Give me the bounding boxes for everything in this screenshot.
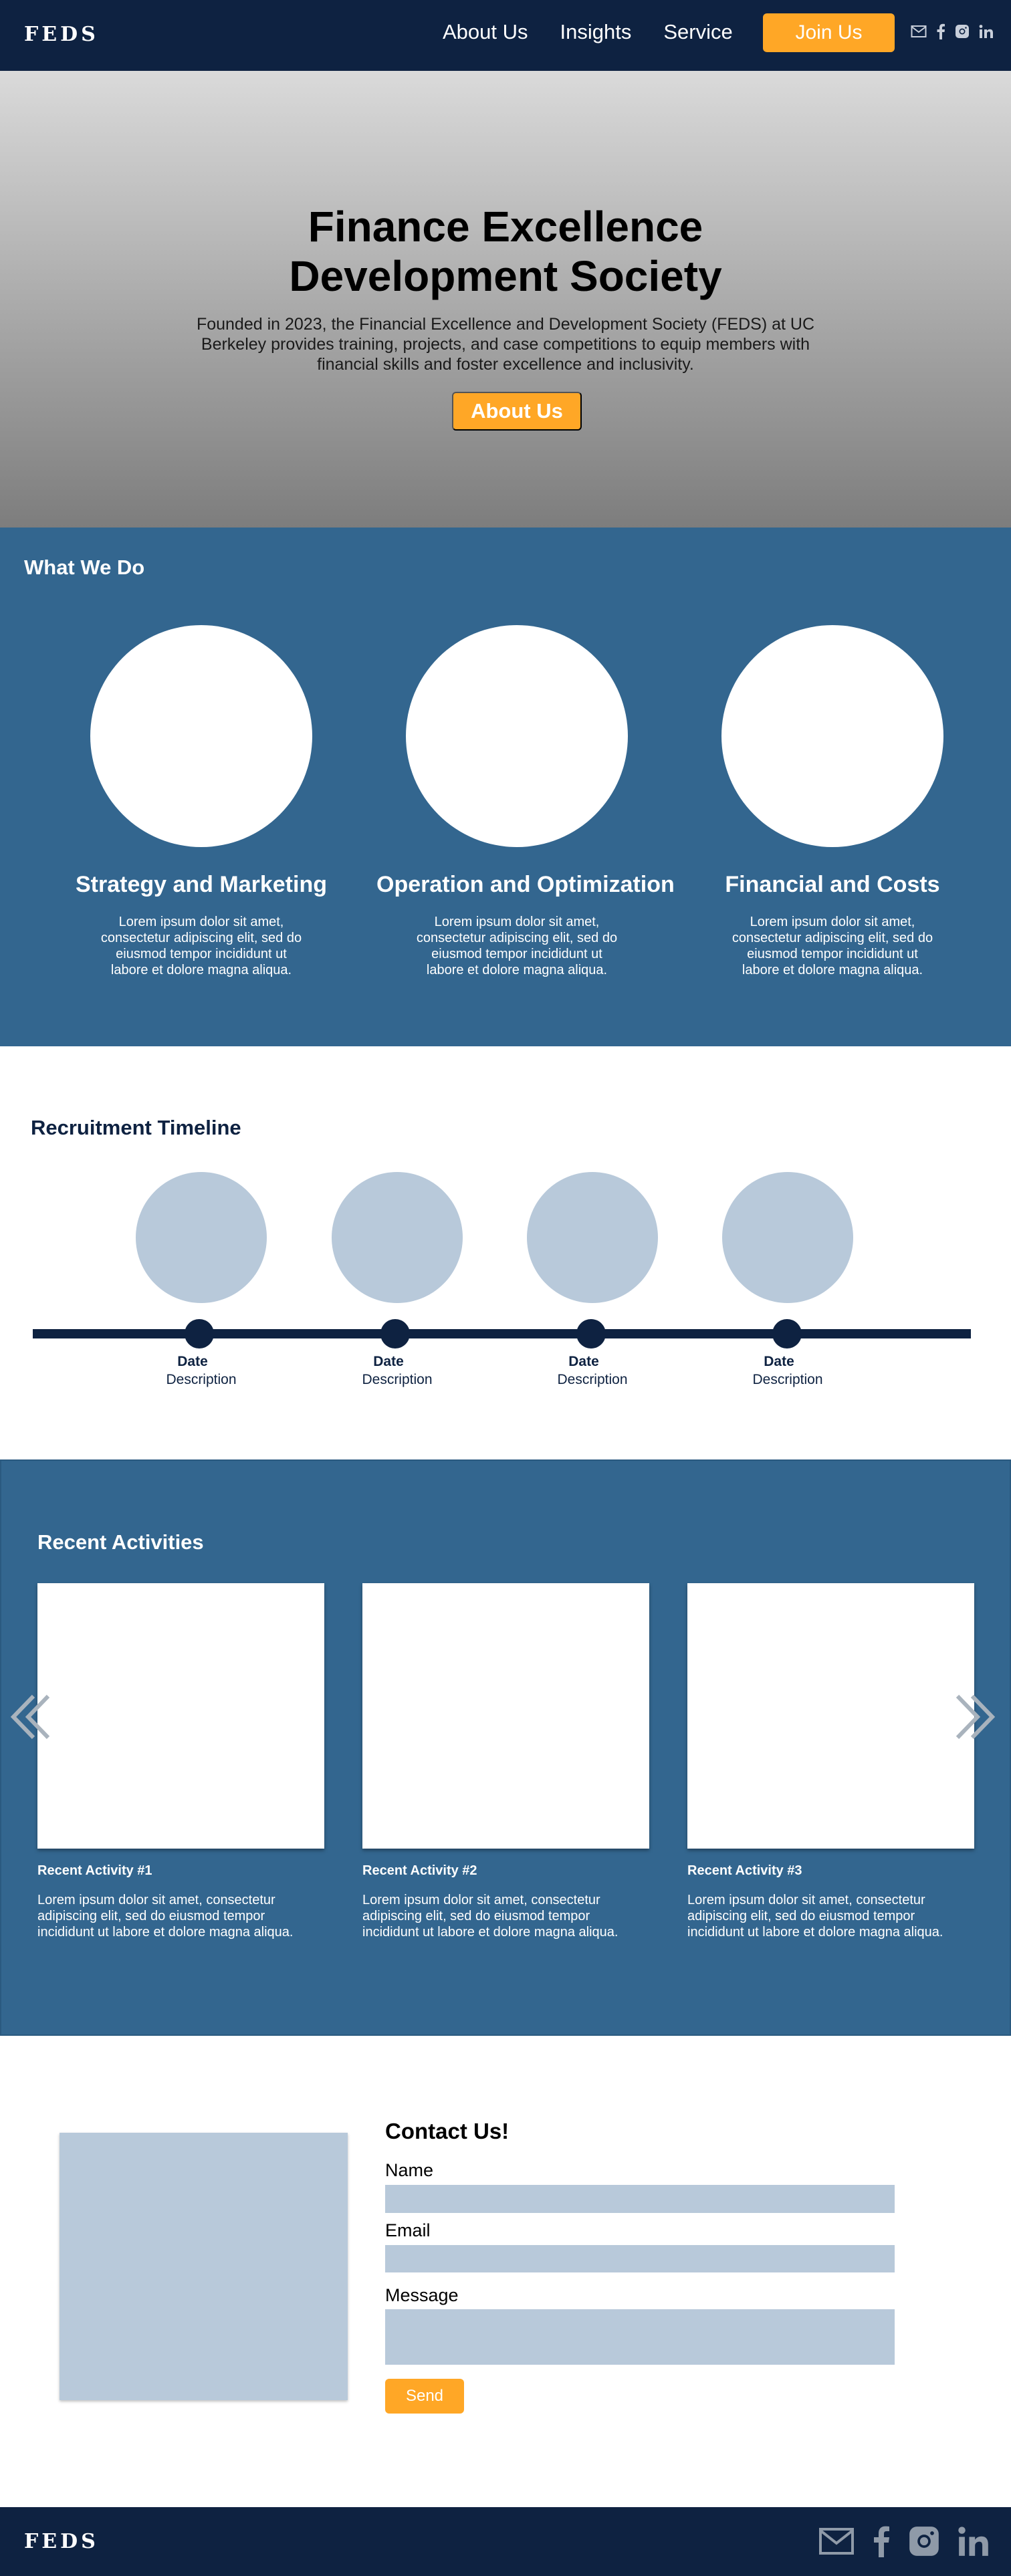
activity-card[interactable]: Recent Activity #3 Lorem ipsum dolor sit… bbox=[687, 1583, 976, 1940]
instagram-icon[interactable] bbox=[955, 24, 970, 39]
activity-card[interactable]: Recent Activity #2 Lorem ipsum dolor sit… bbox=[362, 1583, 651, 1940]
name-label: Name bbox=[385, 2160, 434, 2180]
timeline-dot bbox=[185, 1319, 214, 1349]
recent-activities-section: Recent Activities Recent Activity #1 Lor… bbox=[0, 1459, 1011, 2036]
timeline-date: Date bbox=[177, 1354, 208, 1369]
activity-text: Lorem ipsum dolor sit amet, consectetur … bbox=[362, 1893, 619, 1940]
timeline-image bbox=[721, 1172, 855, 1303]
recent-activities-title: Recent Activities bbox=[37, 1530, 204, 1554]
timeline-description: Description bbox=[166, 1372, 237, 1387]
timeline-description: Description bbox=[752, 1372, 823, 1387]
activity-title: Recent Activity #1 bbox=[37, 1863, 152, 1878]
service-text: Lorem ipsum dolor sit amet, consectetur … bbox=[100, 915, 302, 977]
service-image bbox=[721, 625, 943, 847]
timeline-date: Date bbox=[568, 1354, 599, 1369]
what-we-do-title: What We Do bbox=[24, 556, 145, 579]
timeline-dot bbox=[772, 1319, 802, 1349]
activity-title: Recent Activity #3 bbox=[687, 1863, 802, 1878]
join-us-button[interactable]: Join Us bbox=[763, 13, 895, 52]
carousel-next-arrow-icon[interactable] bbox=[953, 1693, 996, 1740]
service-title: Operation and Optimization bbox=[376, 872, 675, 897]
facebook-icon[interactable] bbox=[872, 2525, 891, 2558]
mail-icon[interactable] bbox=[911, 25, 927, 38]
carousel-prev-arrow-icon[interactable] bbox=[9, 1693, 52, 1740]
activity-image bbox=[687, 1583, 974, 1849]
hero-title: Finance Excellence Development Society bbox=[0, 202, 1011, 301]
hero-title-line-1: Finance Excellence bbox=[308, 203, 703, 251]
service-title: Strategy and Marketing bbox=[76, 872, 327, 897]
activity-title: Recent Activity #2 bbox=[362, 1863, 477, 1878]
what-we-do-section: What We Do Strategy and Marketing Lorem … bbox=[0, 528, 1011, 1046]
activity-text: Lorem ipsum dolor sit amet, consectetur … bbox=[37, 1893, 294, 1940]
timeline-bar bbox=[33, 1329, 971, 1338]
activity-image bbox=[37, 1583, 324, 1849]
nav-links: About Us Insights Service bbox=[443, 19, 733, 45]
activity-text: Lorem ipsum dolor sit amet, consectetur … bbox=[687, 1893, 943, 1940]
email-label: Email bbox=[385, 2220, 431, 2240]
hero-description: Founded in 2023, the Financial Excellenc… bbox=[196, 315, 815, 374]
service-card: Financial and Costs Lorem ipsum dolor si… bbox=[692, 625, 973, 978]
timeline-dot bbox=[576, 1319, 606, 1349]
top-nav: FEDS About Us Insights Service Join Us bbox=[0, 0, 1011, 71]
timeline-description: Description bbox=[362, 1372, 433, 1387]
logo[interactable]: FEDS bbox=[24, 23, 99, 46]
timeline-title: Recruitment Timeline bbox=[31, 1116, 241, 1139]
service-title: Financial and Costs bbox=[725, 872, 940, 897]
mail-icon[interactable] bbox=[818, 2527, 855, 2556]
service-card: Strategy and Marketing Lorem ipsum dolor… bbox=[61, 625, 342, 978]
timeline-image bbox=[330, 1172, 464, 1303]
contact-image bbox=[60, 2133, 348, 2400]
service-image bbox=[406, 625, 628, 847]
contact-title: Contact Us! bbox=[385, 2119, 510, 2143]
contact-section: Contact Us! Name Email Message Send bbox=[0, 2036, 1011, 2507]
service-image bbox=[90, 625, 312, 847]
message-field[interactable] bbox=[385, 2309, 895, 2365]
hero-title-line-2: Development Society bbox=[289, 252, 722, 300]
email-field[interactable] bbox=[385, 2245, 895, 2272]
service-text: Lorem ipsum dolor sit amet, consectetur … bbox=[416, 915, 618, 977]
hero-section: Finance Excellence Development Society F… bbox=[0, 71, 1011, 528]
name-field[interactable] bbox=[385, 2185, 895, 2213]
timeline-description: Description bbox=[557, 1372, 628, 1387]
message-label: Message bbox=[385, 2285, 459, 2305]
send-button[interactable]: Send bbox=[385, 2379, 464, 2414]
timeline-date: Date bbox=[373, 1354, 404, 1369]
hero-about-us-button[interactable]: About Us bbox=[452, 392, 582, 431]
facebook-icon[interactable] bbox=[936, 23, 945, 39]
timeline-image bbox=[134, 1172, 268, 1303]
footer-social-icons bbox=[818, 2525, 990, 2558]
nav-link-insights[interactable]: Insights bbox=[560, 20, 632, 43]
nav-link-about-us[interactable]: About Us bbox=[443, 20, 528, 43]
footer-logo[interactable]: FEDS bbox=[24, 2530, 99, 2553]
linkedin-icon[interactable] bbox=[958, 2525, 990, 2557]
timeline-dot bbox=[380, 1319, 410, 1349]
linkedin-icon[interactable] bbox=[979, 24, 994, 39]
recruitment-timeline-section: Recruitment Timeline Date Date Date Date… bbox=[0, 1046, 1011, 1459]
timeline-date: Date bbox=[764, 1354, 794, 1369]
service-card: Operation and Optimization Lorem ipsum d… bbox=[376, 625, 675, 978]
activity-image bbox=[362, 1583, 649, 1849]
activity-card[interactable]: Recent Activity #1 Lorem ipsum dolor sit… bbox=[37, 1583, 326, 1940]
nav-social-icons bbox=[911, 23, 994, 39]
footer: FEDS bbox=[0, 2507, 1011, 2576]
nav-link-service[interactable]: Service bbox=[663, 20, 733, 43]
service-text: Lorem ipsum dolor sit amet, consectetur … bbox=[732, 915, 933, 977]
timeline-image bbox=[526, 1172, 659, 1303]
instagram-icon[interactable] bbox=[908, 2525, 940, 2557]
